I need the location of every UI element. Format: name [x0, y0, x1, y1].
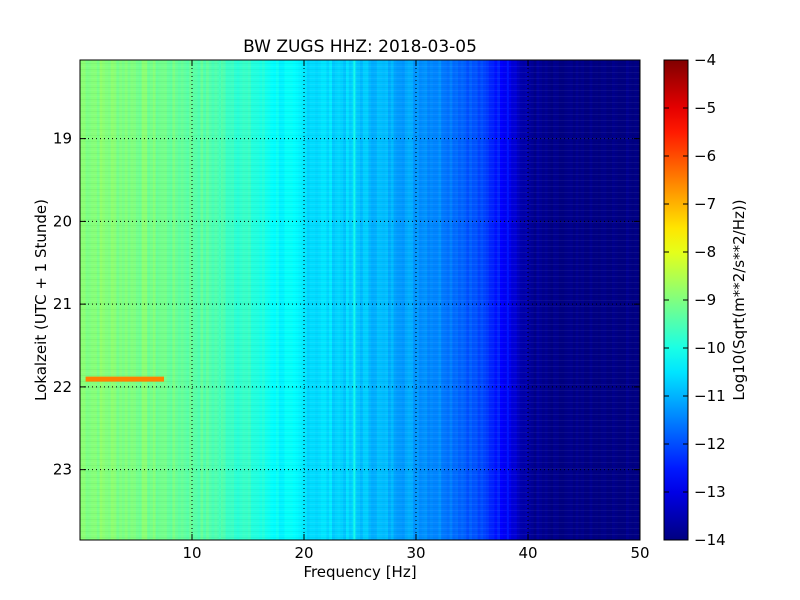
colorbar-tick-label: −7 [694, 195, 716, 213]
spectrogram-plot [80, 60, 640, 540]
x-tick-label: 20 [294, 544, 313, 562]
y-tick-label: 22 [53, 378, 72, 396]
x-tick-label: 10 [182, 544, 201, 562]
colorbar-tick-label: −9 [694, 291, 716, 309]
colorbar-tick-label: −10 [694, 339, 726, 357]
y-axis-ticks: 19 20 21 22 23 [53, 130, 640, 479]
x-axis-ticks: 10 20 30 40 50 [182, 60, 650, 562]
y-axis-label: Lokalzeit (UTC + 1 Stunde) [32, 199, 50, 401]
colorbar-ticks: −4 −5 −6 −7 −8 −9 −10 −11 −12 −13 −14 [664, 51, 726, 549]
colorbar-tick-label: −5 [694, 99, 716, 117]
colorbar-tick-label: −4 [694, 51, 716, 69]
x-tick-label: 50 [630, 544, 649, 562]
narrowband-event [85, 376, 164, 382]
colorbar-label: Log10(Sqrt(m**2/s**2/Hz)) [730, 199, 748, 400]
y-tick-label: 23 [53, 461, 72, 479]
plot-frame [79, 59, 641, 541]
colorbar-tick-label: −12 [694, 435, 726, 453]
y-tick-label: 21 [53, 295, 72, 313]
y-tick-label: 19 [53, 130, 72, 148]
spectral-line [506, 60, 509, 540]
spectral-line [353, 60, 356, 540]
colorbar-tick-label: −13 [694, 483, 726, 501]
x-tick-label: 30 [406, 544, 425, 562]
y-tick-label: 20 [53, 212, 72, 230]
colorbar-tick-label: −8 [694, 243, 716, 261]
row-texture [80, 60, 640, 540]
chart-title: BW ZUGS HHZ: 2018-03-05 [243, 37, 477, 57]
x-axis-label: Frequency [Hz] [303, 563, 416, 581]
spectral-line [219, 60, 221, 540]
colorbar-tick-label: −6 [694, 147, 716, 165]
grid-lines [80, 60, 640, 540]
spectrogram-features [85, 60, 509, 540]
colorbar-tick-label: −14 [694, 531, 726, 549]
colorbar-tick-label: −11 [694, 387, 726, 405]
x-tick-label: 40 [518, 544, 537, 562]
